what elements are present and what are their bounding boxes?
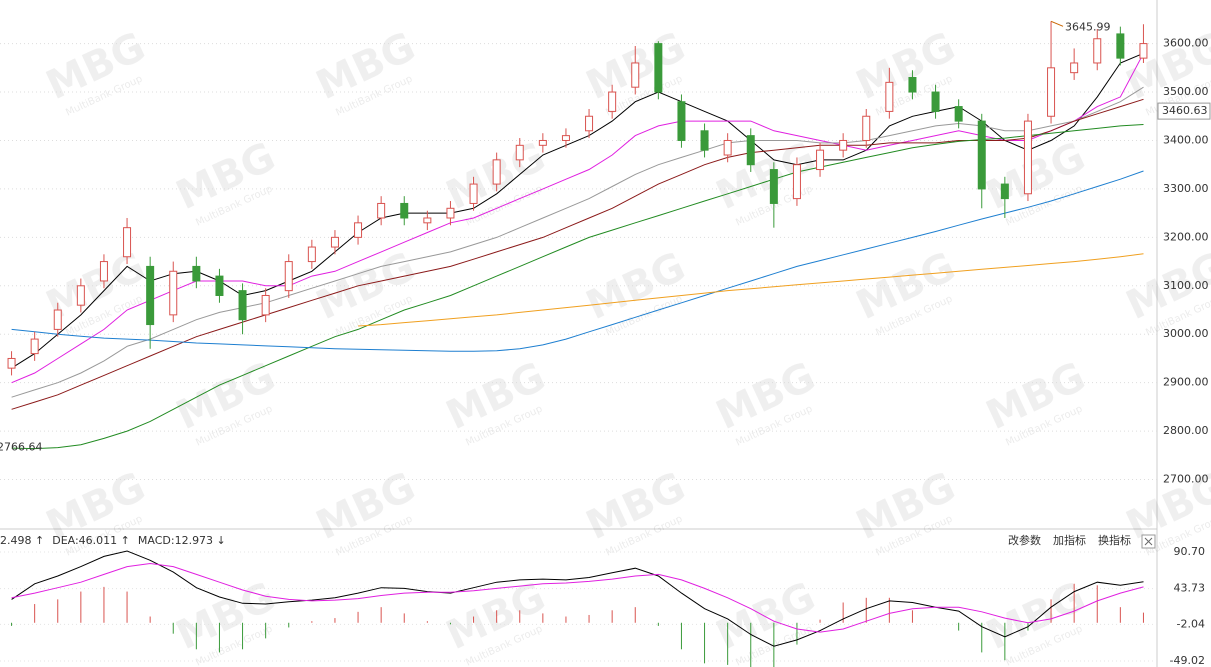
candle-body: [192, 265, 201, 282]
candle-body: [816, 149, 825, 171]
candle-body: [908, 77, 917, 93]
y-tick-label: 3500.00: [1163, 85, 1209, 98]
high-label: 3645.99: [1065, 20, 1111, 33]
ma-line: [11, 52, 1144, 369]
candle-body: [1093, 38, 1102, 64]
candle-body: [931, 91, 940, 112]
last-price-box: [1157, 102, 1211, 120]
candle-body: [1023, 120, 1032, 195]
dif-line: [11, 550, 1144, 647]
candle-body: [723, 139, 732, 156]
candle-body: [7, 357, 16, 369]
candle-body: [746, 135, 755, 166]
candle-body: [1000, 183, 1009, 200]
candle-body: [307, 246, 316, 263]
candle-body: [631, 62, 640, 88]
candle-body: [423, 217, 432, 224]
candle-body: [515, 144, 524, 161]
last-price: 3460.63: [1162, 104, 1208, 117]
grid: 2700.00 2800.00 2900.00 3000.00 3100.00 3200.…: [0, 37, 1209, 667]
y-tick-label: 3100.00: [1163, 279, 1209, 292]
y-tick-label: 2800.00: [1163, 424, 1209, 437]
candle-body: [123, 227, 132, 258]
macd-header: DEA:46.011 ↑: [52, 534, 130, 547]
close-button[interactable]: [1141, 534, 1156, 549]
candle-body: [377, 202, 386, 219]
candle-body: [261, 294, 270, 316]
y-tick-label: 2700.00: [1163, 473, 1209, 486]
candle-body: [146, 265, 155, 326]
ma-line: [11, 170, 1144, 352]
ma-line: [11, 98, 1144, 410]
y-tick-label: 3300.00: [1163, 182, 1209, 195]
y-tick-label: -2.04: [1177, 617, 1205, 630]
candle-body: [700, 130, 709, 151]
candle-body: [238, 290, 247, 321]
y-tick-label: 3000.00: [1163, 327, 1209, 340]
candle-body: [862, 115, 871, 141]
candle-body: [53, 309, 62, 330]
candle-body: [1047, 67, 1056, 117]
candle-body: [215, 275, 224, 296]
candle-body: [1139, 43, 1148, 59]
y-tick-label: 90.70: [1174, 545, 1206, 558]
candle-body: [330, 236, 339, 248]
ma-line: [358, 253, 1144, 327]
high-arrow: [1050, 20, 1064, 27]
candle-body: [885, 81, 894, 112]
macd-header: 2.498 ↑: [0, 534, 44, 547]
candle-body: [839, 139, 848, 151]
y-tick-label: 3200.00: [1163, 230, 1209, 243]
y-tick-label: 43.73: [1174, 582, 1206, 595]
candle-body: [1116, 33, 1125, 59]
macd-panel: 2.498 ↑ DEA:46.011 ↑ MACD:12.973 ↓: [0, 534, 1144, 667]
candle-body: [99, 261, 108, 282]
candle-body: [677, 101, 686, 141]
candle-body: [1070, 62, 1079, 74]
candle-body: [492, 159, 501, 185]
candle-body: [561, 135, 570, 141]
button[interactable]: 换指标: [1098, 533, 1131, 547]
y-tick-label: 2900.00: [1163, 376, 1209, 389]
ma-line: [11, 53, 1144, 384]
button[interactable]: 加指标: [1053, 533, 1086, 547]
candle-body: [538, 139, 547, 146]
dea-line: [11, 562, 1144, 633]
y-tick-label: 3400.00: [1163, 133, 1209, 146]
candle-body: [585, 115, 594, 132]
candle-body: [954, 106, 963, 122]
candle-body: [769, 169, 778, 204]
y-tick-label: -49.02: [1170, 654, 1205, 667]
candle-body: [792, 164, 801, 200]
ma-line: [11, 124, 1144, 450]
candle-body: [76, 285, 85, 306]
candle-body: [354, 222, 363, 238]
candle-body: [284, 261, 293, 292]
button[interactable]: 改参数: [1008, 533, 1041, 547]
macd-header: MACD:12.973 ↓: [138, 534, 226, 547]
candle-body: [30, 338, 39, 355]
candle-body: [608, 91, 617, 112]
ma-line: [11, 86, 1144, 398]
candle-body: [400, 202, 409, 219]
candle-body: [169, 270, 178, 316]
y-tick-label: 3600.00: [1163, 37, 1209, 50]
candle-body: [469, 183, 478, 204]
candle-body: [446, 207, 455, 219]
candle-body: [654, 43, 663, 93]
price-panel: 3645.99 2766.64 3460.63: [0, 20, 1211, 453]
low-label: 2766.64: [0, 440, 43, 453]
candle-body: [977, 120, 986, 190]
